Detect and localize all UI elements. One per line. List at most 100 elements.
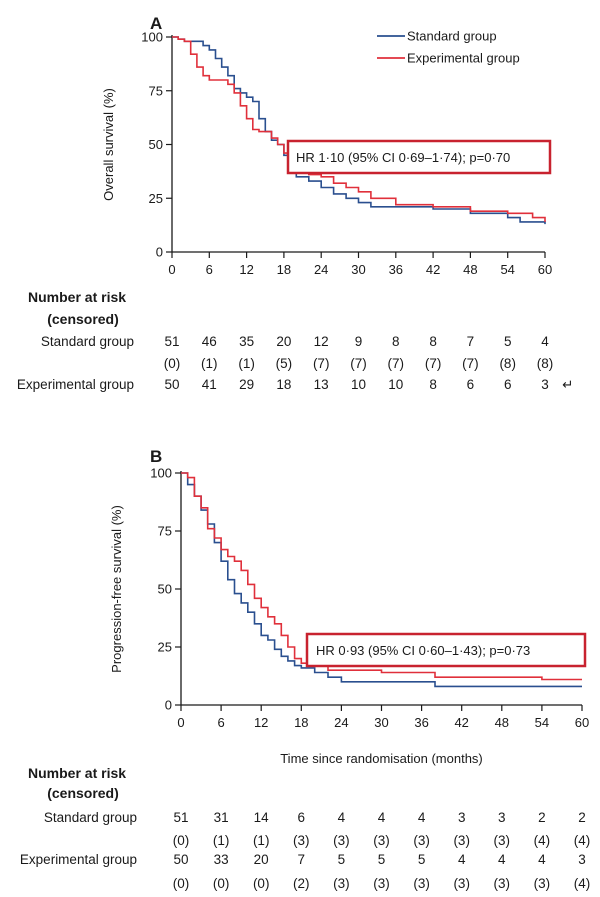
hr-annotation-box [286, 139, 552, 175]
risk-count: 41 [202, 377, 217, 392]
risk-count: 4 [541, 334, 549, 349]
x-tick-label: 6 [206, 262, 213, 277]
x-axis-label: Time since randomisation (months) [280, 751, 483, 766]
censored-count: (3) [373, 876, 390, 891]
y-tick-label: 75 [149, 83, 163, 98]
risk-count: 4 [498, 852, 506, 867]
censored-count: (1) [213, 833, 230, 848]
risk-count: 18 [276, 377, 291, 392]
risk-count: 3 [498, 810, 506, 825]
risk-count: 3 [541, 377, 549, 392]
risk-count: 8 [429, 377, 437, 392]
risk-count: 2 [538, 810, 546, 825]
legend-entry: Experimental group [407, 51, 520, 66]
number-at-risk-table: Number at risk(censored)Standard group 51… [17, 289, 573, 392]
risk-count: 9 [355, 334, 363, 349]
risk-count: 35 [239, 334, 254, 349]
risk-count: 20 [254, 852, 269, 867]
risk-count: 31 [214, 810, 229, 825]
censored-count: (7) [462, 356, 479, 371]
risk-count: 4 [458, 852, 466, 867]
censored-count: (3) [293, 833, 310, 848]
risk-count: 3 [458, 810, 466, 825]
censored-count: (3) [333, 876, 350, 891]
censored-count: (7) [425, 356, 442, 371]
x-tick-label: 0 [177, 715, 184, 730]
risk-count: 29 [239, 377, 254, 392]
y-tick-label: 100 [150, 466, 172, 481]
y-axis-label: Overall survival (%) [101, 88, 116, 201]
censored-count: (0) [213, 876, 230, 891]
x-tick-label: 36 [414, 715, 428, 730]
x-tick-label: 60 [538, 262, 552, 277]
risk-count: 46 [202, 334, 217, 349]
risk-row-label: Standard group [44, 810, 137, 825]
panel-label: B [150, 447, 162, 466]
risk-table-subtitle: (censored) [47, 311, 119, 327]
censored-count: (0) [173, 833, 190, 848]
censored-count: (7) [350, 356, 367, 371]
censored-count: (8) [537, 356, 554, 371]
x-tick-label: 0 [168, 262, 175, 277]
risk-count: 8 [392, 334, 400, 349]
y-tick-label: 75 [158, 524, 172, 539]
x-tick-label: 12 [239, 262, 253, 277]
risk-row-label: Standard group [41, 334, 134, 349]
censored-count: (3) [494, 833, 511, 848]
risk-count: 10 [351, 377, 366, 392]
y-axis-label: Progression-free survival (%) [109, 505, 124, 673]
censored-count: (8) [499, 356, 516, 371]
risk-count: 8 [429, 334, 437, 349]
risk-count: 6 [504, 377, 512, 392]
hr-annotation: HR 0·93 (95% CI 0·60–1·43); p=0·73 [316, 643, 530, 658]
x-tick-label: 30 [374, 715, 388, 730]
censored-count: (1) [201, 356, 218, 371]
censored-count: (3) [373, 833, 390, 848]
censored-count: (3) [413, 833, 430, 848]
censored-count: (4) [574, 876, 591, 891]
x-tick-label: 24 [314, 262, 328, 277]
risk-row-label: Experimental group [17, 377, 134, 392]
censored-count: (1) [238, 356, 255, 371]
risk-count: 7 [298, 852, 306, 867]
risk-count: 5 [378, 852, 386, 867]
y-tick-label: 50 [158, 582, 172, 597]
censored-count: (3) [453, 876, 470, 891]
censored-count: (2) [293, 876, 310, 891]
x-tick-label: 60 [575, 715, 589, 730]
risk-count: 3 [578, 852, 586, 867]
censored-count: (0) [253, 876, 270, 891]
risk-count: 5 [504, 334, 512, 349]
risk-count: 4 [338, 810, 346, 825]
y-tick-label: 100 [141, 30, 163, 45]
risk-count: 6 [467, 377, 475, 392]
censored-count: (7) [388, 356, 405, 371]
risk-count: 51 [173, 810, 188, 825]
legend-entry: Standard group [407, 29, 497, 44]
censored-count: (4) [534, 833, 551, 848]
risk-count: 7 [467, 334, 475, 349]
risk-count: 2 [578, 810, 586, 825]
risk-count: 13 [314, 377, 329, 392]
x-tick-label: 6 [217, 715, 224, 730]
censored-count: (1) [253, 833, 270, 848]
censored-count: (3) [413, 876, 430, 891]
x-tick-label: 12 [254, 715, 268, 730]
censored-count: (3) [333, 833, 350, 848]
series-line-experimental [172, 36, 546, 222]
censored-count: (5) [276, 356, 293, 371]
risk-count: 10 [388, 377, 403, 392]
return-mark: ↵ [562, 377, 573, 392]
risk-count: 50 [173, 852, 188, 867]
risk-count: 6 [298, 810, 306, 825]
risk-table-title: Number at risk [28, 765, 126, 781]
panel-label: A [150, 14, 162, 33]
censored-count: (0) [173, 876, 190, 891]
y-tick-label: 0 [165, 698, 172, 713]
number-at-risk-table: Number at risk(censored)Standard group 51… [20, 765, 590, 891]
x-tick-label: 24 [334, 715, 348, 730]
risk-count: 33 [214, 852, 229, 867]
